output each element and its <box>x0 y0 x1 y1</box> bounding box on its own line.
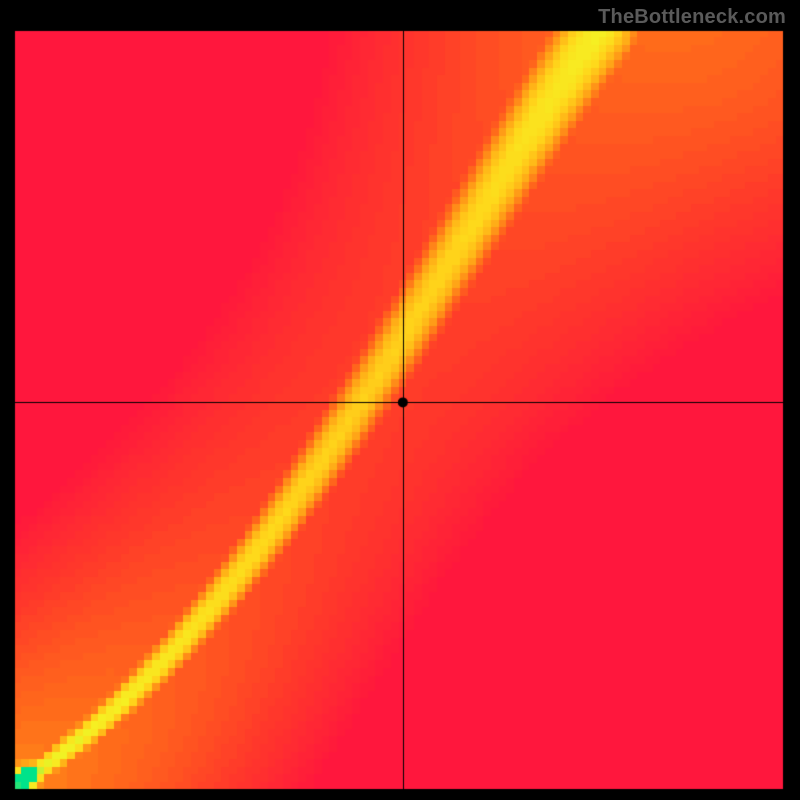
watermark-text: TheBottleneck.com <box>598 6 786 29</box>
bottleneck-heatmap <box>14 30 784 790</box>
